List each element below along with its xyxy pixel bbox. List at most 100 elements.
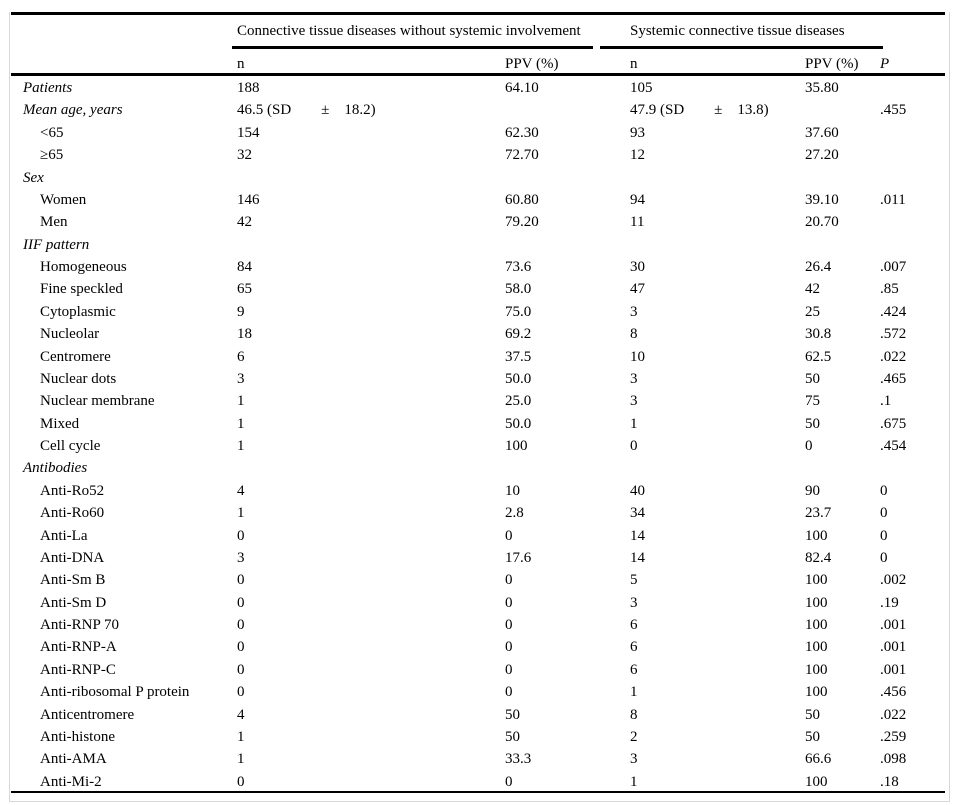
table-cell: 25.0 (505, 393, 532, 410)
table-cell: 0 (630, 438, 638, 454)
table-cell: .022 (880, 706, 907, 723)
table-cell: .456 (880, 684, 907, 701)
table-row: Anticentromere 4 50 8 50 .022 (10, 704, 949, 726)
table-cell: 0 (237, 661, 245, 678)
table-row: Anti-RNP-C 0 0 6 100 .001 (10, 659, 949, 681)
table-cell: 12 (630, 147, 645, 164)
table-cell: 105 (630, 80, 653, 96)
table-cell: 146 (237, 191, 260, 208)
row-label: Anti-RNP-C (40, 661, 116, 678)
table-cell (237, 457, 505, 479)
table-cell: 6 (630, 639, 638, 656)
table-cell: 82.4 (805, 549, 832, 566)
table-cell: .259 (880, 728, 907, 745)
row-label: Sex (23, 169, 44, 186)
table-cell: 0 (880, 549, 888, 566)
group-header-nonsystemic: Connective tissue diseases without syste… (237, 23, 581, 39)
column-header-p-value: P (880, 56, 890, 72)
table-row: Patients 188 64.10 105 35.80 (10, 77, 949, 99)
table-row: Anti-Ro52 4 10 40 90 0 (10, 480, 949, 502)
table-row: Anti-Sm D 0 0 3 100 .19 (10, 592, 949, 614)
table-row: Anti-La 0 0 14 100 0 (10, 525, 949, 547)
table-cell (880, 457, 949, 479)
table-cell: 100 (805, 527, 828, 544)
row-label: Men (40, 214, 68, 231)
row-label: Anti-DNA (40, 549, 105, 566)
table-cell: 0 (880, 505, 888, 522)
table-cell: 58.0 (505, 281, 532, 298)
table-cell: 1 (237, 415, 245, 432)
table-cell: 100 (805, 661, 828, 678)
column-header-ppv-group1: PPV (%) (505, 56, 559, 72)
table-cell: .001 (880, 617, 907, 633)
row-label: Mean age, years (23, 102, 123, 119)
table-row: Sex (10, 167, 949, 189)
table-cell: 46.5 (SD ± 18.2) (237, 102, 376, 119)
table-row: Anti-DNA 3 17.6 14 82.4 0 (10, 547, 949, 569)
table-cell: 62.5 (805, 348, 832, 365)
table-cell: 20.70 (805, 214, 839, 231)
table-cell: 35.80 (805, 80, 839, 96)
table-cell: 37.5 (505, 348, 532, 365)
table-cell: .007 (880, 259, 907, 275)
table-cell: 0 (237, 572, 245, 589)
table-row: Men 42 79.20 11 20.70 (10, 211, 949, 233)
row-label: Anti-histone (40, 728, 115, 745)
row-label: Anti-Sm D (40, 594, 107, 611)
table-cell: 50 (805, 706, 820, 723)
table-cell: 3 (630, 594, 638, 611)
table-cell: .424 (880, 303, 907, 320)
table-cell: 62.30 (505, 124, 539, 141)
row-label: Centromere (40, 348, 111, 365)
table-cell: 188 (237, 80, 260, 96)
table-cell: 34 (630, 505, 645, 522)
table-row: Cell cycle 1 100 0 0 .454 (10, 435, 949, 457)
table-cell: .85 (880, 281, 899, 298)
table-bottom-rule (11, 791, 945, 793)
table-cell: .454 (880, 438, 907, 454)
row-label: Anti-AMA (40, 751, 107, 768)
table-cell (880, 234, 949, 256)
table-cell: 42 (805, 281, 820, 298)
table-cell: 9 (237, 303, 245, 320)
table-cell (880, 77, 949, 99)
table-cell: 75.0 (505, 303, 532, 320)
table-row: Anti-AMA 1 33.3 3 66.6 .098 (10, 748, 949, 770)
table-cell: 50.0 (505, 415, 532, 432)
row-label: Women (40, 191, 87, 208)
row-label: Cell cycle (40, 438, 101, 454)
table-cell: 37.60 (805, 124, 839, 141)
table-cell: 1 (237, 728, 245, 745)
table-row: Anti-Sm B 0 0 5 100 .002 (10, 569, 949, 591)
table-cell: 39.10 (805, 191, 839, 208)
table-body: Patients 188 64.10 105 35.80 Mean age, years 4… (10, 77, 949, 793)
row-label: Anti-Sm B (40, 572, 106, 589)
table-cell: 14 (630, 527, 645, 544)
table-cell: 6 (630, 661, 638, 678)
table-cell: 50 (505, 706, 520, 723)
table-cell: .011 (880, 191, 906, 208)
group2-spanner-rule (600, 46, 883, 49)
table-cell: 1 (630, 773, 638, 790)
row-label: Anti-La (40, 527, 88, 544)
table-cell: 0 (505, 527, 513, 544)
table-cell: 75 (805, 393, 820, 410)
table-cell: 0 (505, 661, 513, 678)
table-cell: .098 (880, 751, 907, 768)
table-cell: 30 (630, 259, 645, 275)
table-cell: 4 (237, 706, 245, 723)
table-cell (880, 144, 949, 166)
table-cell (805, 457, 880, 479)
table-row: Centromere 6 37.5 10 62.5 .022 (10, 346, 949, 368)
table-cell: 2 (630, 728, 638, 745)
table-cell: 0 (237, 527, 245, 544)
table-cell: 32 (237, 147, 252, 164)
table-cell: 154 (237, 124, 260, 141)
table-cell: 79.20 (505, 214, 539, 231)
row-label: Anti-RNP 70 (40, 617, 120, 633)
row-label: ≥65 (40, 147, 64, 164)
row-label: Anticentromere (40, 706, 135, 723)
table-cell (505, 457, 630, 479)
table-cell: 50 (805, 370, 820, 387)
table-cell (880, 211, 949, 233)
